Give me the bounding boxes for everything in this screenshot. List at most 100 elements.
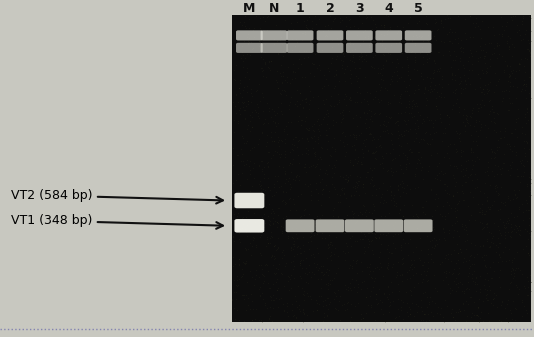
Point <box>298 117 307 123</box>
Point <box>339 130 348 135</box>
Point <box>309 50 318 55</box>
Point <box>454 271 462 277</box>
Point <box>462 115 470 120</box>
Point <box>348 264 356 269</box>
Point <box>305 262 313 267</box>
Point <box>451 209 459 214</box>
Point <box>283 300 292 305</box>
Point <box>349 257 357 263</box>
Point <box>478 318 487 324</box>
Point <box>323 147 332 152</box>
Point <box>392 119 401 124</box>
Point <box>387 130 396 135</box>
Point <box>238 292 247 298</box>
Point <box>527 288 534 294</box>
Point <box>314 134 323 140</box>
Point <box>324 272 332 278</box>
Point <box>493 208 502 213</box>
Point <box>297 219 306 224</box>
Point <box>478 90 486 95</box>
Point <box>424 117 433 123</box>
Point <box>445 192 453 197</box>
Point <box>259 68 268 73</box>
Text: 4: 4 <box>384 2 393 15</box>
Point <box>257 185 265 190</box>
Point <box>287 302 296 307</box>
FancyBboxPatch shape <box>234 219 264 233</box>
Point <box>504 229 513 235</box>
Point <box>366 305 375 310</box>
Point <box>321 171 329 176</box>
Point <box>426 141 434 146</box>
Point <box>269 209 278 214</box>
Point <box>467 53 476 59</box>
Point <box>319 117 328 122</box>
Point <box>469 162 477 167</box>
Point <box>501 305 509 311</box>
Point <box>445 270 454 275</box>
Point <box>397 244 406 250</box>
Point <box>359 140 367 146</box>
Point <box>362 218 371 224</box>
Point <box>357 316 366 321</box>
Point <box>356 114 365 120</box>
Point <box>359 203 367 208</box>
Point <box>523 181 531 186</box>
Point <box>379 201 388 206</box>
Point <box>376 200 384 205</box>
Point <box>252 88 261 94</box>
Point <box>297 74 306 80</box>
Point <box>506 147 514 152</box>
Point <box>284 313 293 319</box>
Point <box>516 32 524 38</box>
Point <box>520 63 528 68</box>
Point <box>525 53 534 59</box>
Point <box>478 97 486 103</box>
Point <box>307 234 315 239</box>
Point <box>230 306 239 311</box>
Point <box>413 225 422 231</box>
Point <box>495 240 504 246</box>
Point <box>283 79 292 85</box>
Point <box>523 250 532 255</box>
Point <box>478 220 486 225</box>
Point <box>496 128 504 134</box>
Point <box>380 292 389 297</box>
Point <box>245 163 253 168</box>
Point <box>456 247 464 252</box>
Point <box>257 317 265 323</box>
Point <box>371 110 380 116</box>
Point <box>260 120 269 126</box>
Point <box>336 199 344 204</box>
Point <box>249 25 258 30</box>
Point <box>410 216 418 221</box>
Point <box>351 277 360 283</box>
Point <box>337 187 345 192</box>
Point <box>386 26 394 31</box>
Point <box>311 139 319 144</box>
Point <box>357 159 365 164</box>
Point <box>239 87 247 93</box>
Point <box>245 76 253 82</box>
Point <box>364 303 373 308</box>
Point <box>243 89 252 94</box>
Point <box>515 62 523 67</box>
Point <box>482 91 491 96</box>
Point <box>232 289 240 295</box>
Point <box>366 131 374 137</box>
Point <box>265 217 273 223</box>
Point <box>419 116 428 121</box>
Point <box>385 249 394 254</box>
Point <box>504 220 513 225</box>
Point <box>246 158 255 163</box>
Point <box>402 104 410 110</box>
Point <box>343 213 351 218</box>
Point <box>414 87 422 92</box>
Point <box>461 123 469 129</box>
Point <box>384 210 393 215</box>
Point <box>272 265 280 271</box>
Point <box>257 252 265 258</box>
Point <box>378 42 387 48</box>
Point <box>429 259 437 265</box>
Point <box>371 94 379 99</box>
